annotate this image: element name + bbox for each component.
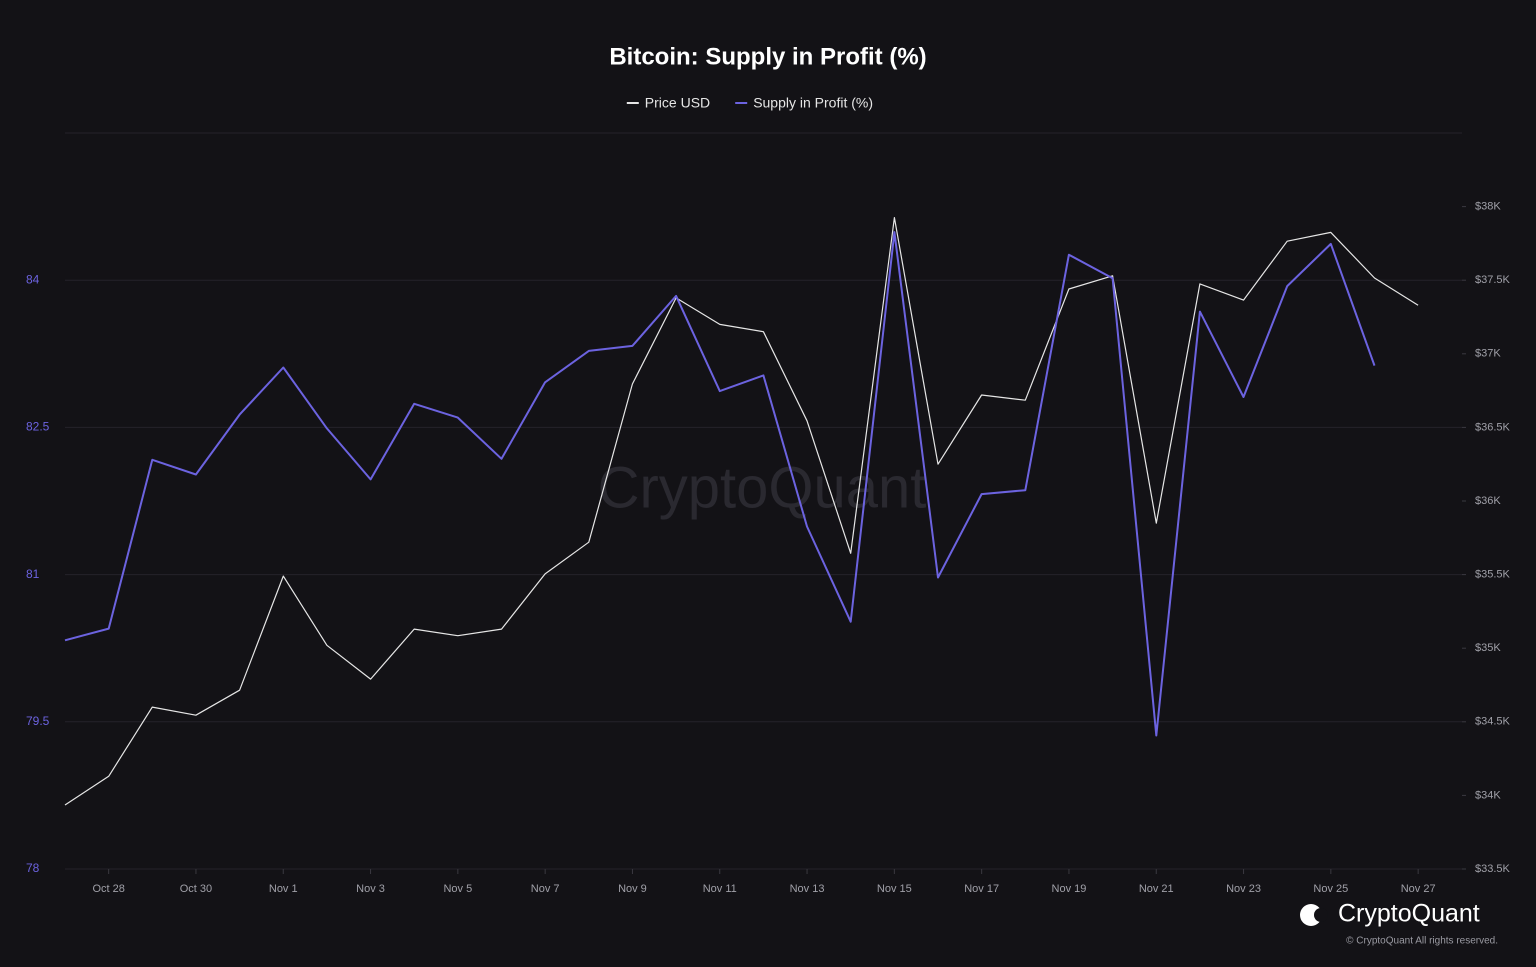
brand-logo bbox=[1300, 904, 1328, 926]
brand-name: CryptoQuant bbox=[1338, 900, 1480, 928]
y-tick-label: 84 bbox=[26, 272, 40, 286]
y2-tick-label: $35K bbox=[1475, 642, 1501, 654]
x-tick-label: Nov 19 bbox=[1052, 883, 1087, 895]
x-tick-label: Nov 27 bbox=[1401, 883, 1436, 895]
y2-tick-label: $33.5K bbox=[1475, 863, 1511, 875]
logo-circle bbox=[1300, 904, 1322, 926]
y-tick-label: 78 bbox=[26, 861, 40, 875]
x-tick-label: Nov 25 bbox=[1313, 883, 1348, 895]
y2-tick-label: $34K bbox=[1475, 789, 1501, 801]
x-tick-label: Nov 11 bbox=[703, 883, 737, 895]
x-tick-label: Nov 15 bbox=[877, 883, 912, 895]
x-tick-label: Nov 23 bbox=[1226, 883, 1261, 895]
x-tick-label: Oct 28 bbox=[92, 883, 124, 895]
logo-cut bbox=[1314, 908, 1328, 922]
y2-tick-label: $38K bbox=[1475, 201, 1501, 213]
y-tick-label: 81 bbox=[26, 567, 40, 581]
x-tick-label: Nov 1 bbox=[269, 883, 298, 895]
series-line bbox=[64, 231, 1376, 737]
x-tick-label: Nov 5 bbox=[443, 883, 472, 895]
legend-label: Supply in Profit (%) bbox=[753, 95, 873, 111]
y2-tick-label: $36K bbox=[1475, 495, 1501, 507]
legend: Price USD Supply in Profit (%) bbox=[626, 95, 873, 111]
y2-tick-label: $35.5K bbox=[1475, 569, 1511, 581]
x-tick-label: Nov 7 bbox=[531, 883, 560, 895]
y2-tick-label: $34.5K bbox=[1475, 716, 1511, 728]
x-tick-label: Nov 9 bbox=[618, 883, 647, 895]
series-line bbox=[64, 217, 1419, 806]
y2-tick-label: $36.5K bbox=[1475, 421, 1511, 433]
x-tick-label: Nov 17 bbox=[964, 883, 999, 895]
y2-tick-label: $37K bbox=[1475, 348, 1501, 360]
chart-title: Bitcoin: Supply in Profit (%) bbox=[609, 43, 926, 70]
y2-tick-label: $37.5K bbox=[1475, 274, 1511, 286]
x-tick-label: Nov 21 bbox=[1139, 883, 1174, 895]
legend-label: Price USD bbox=[645, 95, 710, 111]
y-tick-label: 79.5 bbox=[26, 714, 50, 728]
watermark: CryptoQuant bbox=[598, 455, 927, 520]
y-tick-label: 82.5 bbox=[26, 420, 50, 434]
x-tick-label: Nov 13 bbox=[790, 883, 825, 895]
x-tick-label: Oct 30 bbox=[180, 883, 212, 895]
copyright: © CryptoQuant All rights reserved. bbox=[1346, 936, 1498, 947]
x-tick-label: Nov 3 bbox=[356, 883, 385, 895]
